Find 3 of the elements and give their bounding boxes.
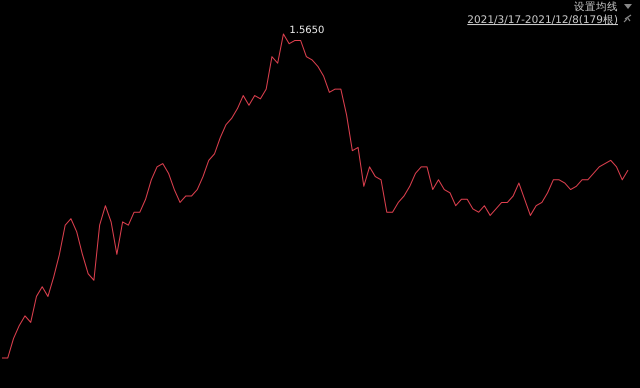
- annotation: 1.5650: [289, 25, 324, 36]
- annotation: 2021/3/17-2021/12/8(179根): [467, 14, 618, 26]
- annotation: 设置均线: [574, 1, 618, 13]
